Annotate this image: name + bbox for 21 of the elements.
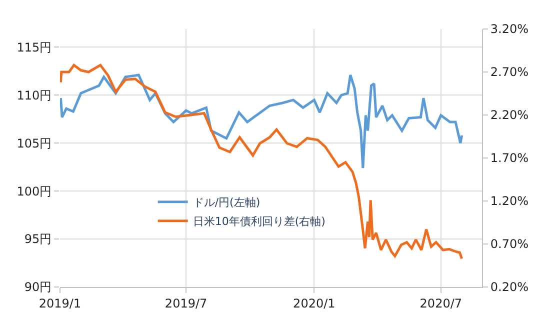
y2-tick-label: 3.20% [490,22,529,36]
y-tick-label: 110円 [16,88,52,102]
x-tick-label: 2020/1 [293,296,336,310]
line-series [60,74,464,170]
legend-label: ドル/円(左軸) [192,196,260,210]
x-tick-label: 2019/1 [38,296,82,310]
y2-tick-label: 2.20% [490,108,529,122]
y-tick-label: 115円 [16,40,52,54]
legend-label: 日米10年債利回り差(右軸) [192,215,326,228]
y2-tick-label: 0.20% [490,280,529,294]
y2-tick-label: 1.70% [490,151,529,166]
y-tick-label: 105円 [16,136,52,150]
line-series [60,64,464,260]
y-tick-label: 100円 [16,184,52,198]
y2-tick-label: 1.20% [490,194,529,208]
x-tick-label: 2019/7 [164,296,208,310]
y2-tick-label: 2.70% [490,65,529,80]
y2-tick-label: 0.70% [490,237,529,252]
y-tick-label: 90円 [24,280,52,294]
y-tick-label: 95円 [24,232,52,246]
x-tick-label: 2020/7 [420,296,462,310]
